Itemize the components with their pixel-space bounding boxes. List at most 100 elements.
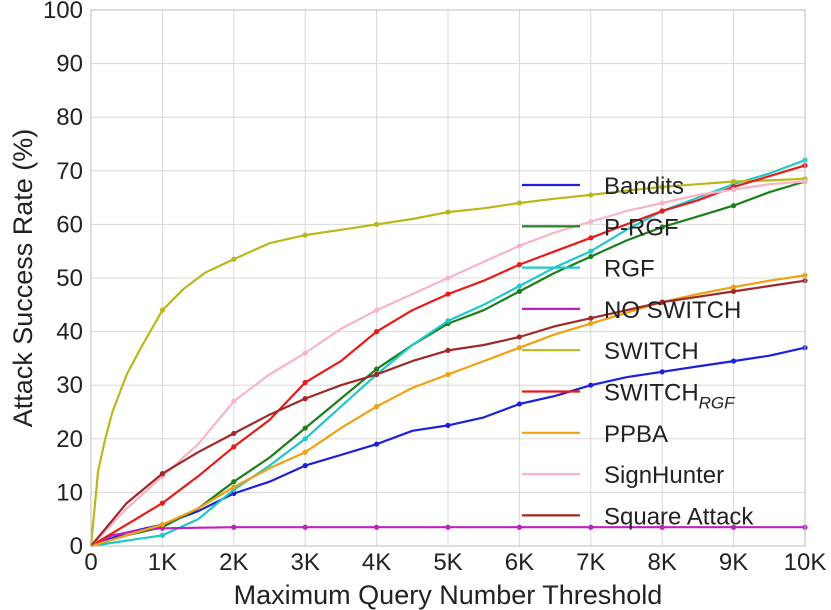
legend-item: NO SWITCH xyxy=(522,297,741,324)
data-point xyxy=(302,425,308,431)
y-tick-label: 50 xyxy=(56,265,83,292)
data-point xyxy=(516,283,523,289)
data-point xyxy=(731,358,737,364)
legend-item: RGF xyxy=(522,256,655,283)
data-point xyxy=(302,379,308,386)
data-point xyxy=(516,288,523,294)
legend-item: Bandits xyxy=(522,173,684,200)
series-switch xyxy=(89,176,808,547)
legend-label: Bandits xyxy=(604,173,684,200)
data-point xyxy=(445,209,451,215)
data-point xyxy=(231,524,237,530)
data-point xyxy=(659,208,665,214)
data-point xyxy=(445,524,451,530)
data-point xyxy=(159,525,165,531)
legend-label: P-RGF xyxy=(604,214,679,241)
legend-label: PPBA xyxy=(604,421,668,448)
y-tick-label: 90 xyxy=(56,51,83,78)
plot-frame xyxy=(90,9,806,547)
data-point xyxy=(516,200,523,206)
y-axis-title: Attack Success Rate (%) xyxy=(8,129,38,428)
legend: Bandits P-RGF RGF NO SWITCH SWITCH SWITCHRGF P… xyxy=(522,173,754,530)
x-tick-label: 10K xyxy=(784,549,827,576)
data-point xyxy=(159,500,165,506)
data-point xyxy=(445,318,451,324)
data-point xyxy=(374,221,380,227)
legend-label: NO SWITCH xyxy=(604,297,741,324)
data-point xyxy=(588,219,594,225)
data-point xyxy=(588,320,594,327)
x-tick-label: 5K xyxy=(433,549,462,576)
data-point xyxy=(588,315,594,321)
data-point xyxy=(731,288,737,294)
data-point xyxy=(302,396,308,402)
y-tick-label: 20 xyxy=(56,426,83,453)
data-point xyxy=(374,524,380,530)
series-lines xyxy=(89,157,808,548)
y-tick-label: 60 xyxy=(56,211,83,238)
y-tick-label: 80 xyxy=(56,104,83,131)
data-point xyxy=(302,449,308,455)
y-tick-label: 0 xyxy=(70,533,83,560)
data-point xyxy=(374,404,380,410)
y-tick-label: 10 xyxy=(56,479,83,506)
x-tick-label: 6K xyxy=(505,549,534,576)
data-point xyxy=(302,232,308,238)
data-point xyxy=(516,334,523,340)
legend-label: RGF xyxy=(604,256,655,283)
data-point xyxy=(445,422,451,428)
data-point xyxy=(302,350,308,356)
data-point xyxy=(302,436,308,442)
legend-label: SWITCHRGF xyxy=(604,380,736,413)
data-point xyxy=(374,307,380,313)
data-point xyxy=(659,524,665,530)
data-point xyxy=(516,262,523,268)
data-point xyxy=(659,299,665,305)
data-point xyxy=(374,366,380,372)
legend-item: PPBA xyxy=(522,421,668,448)
data-point xyxy=(231,398,237,404)
x-tick-label: 0 xyxy=(84,549,97,576)
legend-item: SWITCH xyxy=(522,338,699,365)
data-point xyxy=(159,471,165,477)
y-tick-label: 40 xyxy=(56,319,83,346)
data-point xyxy=(731,203,737,209)
series-line xyxy=(89,177,806,547)
tick-labels: 0 1K 2K 3K 4K 5K 6K 7K 8K 9K 10K 0 10 20 30 40 50 60 70 80 9… xyxy=(43,0,826,576)
data-point xyxy=(731,178,737,185)
data-point xyxy=(588,235,594,241)
legend-item: Square Attack xyxy=(522,503,754,530)
data-point xyxy=(516,345,523,351)
data-point xyxy=(588,192,594,198)
y-tick-label: 100 xyxy=(43,0,83,24)
y-tick-label: 70 xyxy=(56,158,83,185)
data-point xyxy=(659,224,665,230)
x-tick-label: 1K xyxy=(148,549,177,576)
data-point xyxy=(731,284,737,290)
data-point xyxy=(516,243,523,249)
data-point xyxy=(302,463,308,469)
series-p-rgf xyxy=(90,178,808,548)
legend-label: SWITCH xyxy=(604,338,699,365)
data-point xyxy=(588,248,594,254)
data-point xyxy=(445,347,451,353)
x-tick-label: 3K xyxy=(291,549,320,576)
axes xyxy=(90,9,806,547)
series-signhunter xyxy=(90,178,808,547)
x-tick-label: 2K xyxy=(219,549,248,576)
legend-label: SignHunter xyxy=(604,462,724,489)
data-point xyxy=(231,444,237,450)
data-point xyxy=(445,275,451,281)
data-point xyxy=(231,430,237,437)
data-point xyxy=(231,479,237,485)
data-point xyxy=(659,200,665,206)
x-tick-label: 9K xyxy=(719,549,748,576)
data-point xyxy=(659,369,665,375)
data-point xyxy=(445,291,451,297)
data-point xyxy=(731,186,737,193)
data-point xyxy=(231,256,237,262)
data-point xyxy=(159,532,165,538)
data-point xyxy=(231,484,237,490)
data-point xyxy=(302,524,308,530)
legend-label: Square Attack xyxy=(604,503,754,530)
